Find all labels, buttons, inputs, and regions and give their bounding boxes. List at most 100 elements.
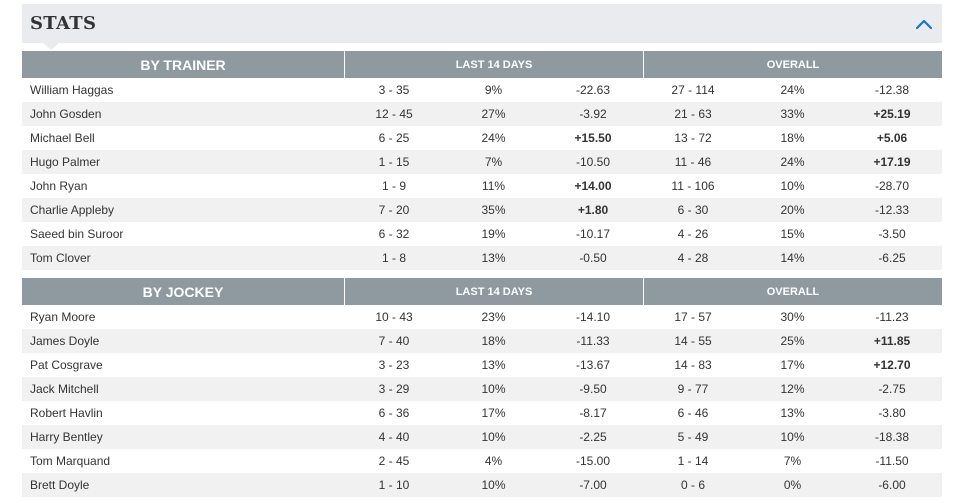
overall-profit-loss: -12.33 — [874, 203, 910, 217]
table-row: Tom Marquand 2 - 45 4% -15.00 1 - 14 7% -11.50 — [22, 449, 942, 473]
trainer-group-header: BY TRAINER LAST 14 DAYS OVERALL — [22, 51, 942, 78]
last14-profit-loss: +15.50 — [574, 131, 612, 145]
table-row: Robert Havlin 6 - 36 17% -8.17 6 - 46 13% -3.8… — [22, 401, 942, 425]
table-row: Charlie Appleby 7 - 20 35% +1.80 6 - 30 20% -1… — [22, 198, 942, 222]
overall-wins-runs: 6 - 46 — [677, 406, 709, 420]
last14-profit-loss: -11.33 — [576, 334, 610, 348]
table-row: William Haggas 3 - 35 9% -22.63 27 - 114 24% -… — [22, 78, 942, 102]
last14-wins-runs: 7 - 40 — [378, 334, 410, 348]
last14-wins-runs: 1 - 15 — [378, 155, 410, 169]
trainer-name[interactable]: Charlie Appleby — [30, 203, 115, 217]
overall-profit-loss: +5.06 — [876, 131, 908, 145]
trainer-rows: William Haggas 3 - 35 9% -22.63 27 - 114 24% -… — [22, 78, 942, 270]
overall-wins-runs: 27 - 114 — [671, 83, 715, 97]
overall-wins-runs: 21 - 63 — [674, 107, 712, 121]
last14-strike-rate: 11% — [481, 179, 506, 193]
last14-strike-rate: 19% — [481, 227, 506, 241]
last14-wins-runs: 3 - 35 — [378, 83, 410, 97]
table-row: Ryan Moore 10 - 43 23% -14.10 17 - 57 30% -11.… — [22, 305, 942, 329]
last14-profit-loss: -10.50 — [575, 155, 611, 169]
overall-wins-runs: 14 - 83 — [674, 358, 712, 372]
last14-strike-rate: 13% — [481, 358, 506, 372]
last14-wins-runs: 1 - 9 — [381, 179, 406, 193]
overall-wins-runs: 0 - 6 — [680, 478, 705, 492]
overall-strike-rate: 15% — [780, 227, 805, 241]
last14-strike-rate: 4% — [484, 454, 503, 468]
last14-profit-loss: -0.50 — [579, 251, 607, 265]
last14-strike-rate: 17% — [481, 406, 506, 420]
overall-profit-loss: +12.70 — [873, 358, 911, 372]
last14-profit-loss: -13.67 — [575, 358, 611, 372]
trainer-name[interactable]: Hugo Palmer — [30, 155, 101, 169]
jockey-name[interactable]: Harry Bentley — [30, 430, 103, 444]
last14-strike-rate: 10% — [481, 382, 506, 396]
jockey-last14-header: LAST 14 DAYS — [344, 278, 643, 305]
last14-strike-rate: 27% — [481, 107, 506, 121]
overall-profit-loss: -12.38 — [874, 83, 910, 97]
stats-header[interactable]: STATS — [22, 4, 942, 50]
jockey-name[interactable]: Robert Havlin — [30, 406, 103, 420]
overall-strike-rate: 10% — [780, 179, 805, 193]
overall-wins-runs: 11 - 106 — [671, 179, 715, 193]
trainer-name[interactable]: John Ryan — [30, 179, 88, 193]
trainer-name[interactable]: Saeed bin Suroor — [30, 227, 124, 241]
table-row: James Doyle 7 - 40 18% -11.33 14 - 55 25% +11.… — [22, 329, 942, 353]
table-row: Harry Bentley 4 - 40 10% -2.25 5 - 49 10% -18.… — [22, 425, 942, 449]
last14-profit-loss: -8.17 — [579, 406, 607, 420]
last14-profit-loss: -2.25 — [579, 430, 607, 444]
overall-wins-runs: 5 - 49 — [677, 430, 709, 444]
overall-profit-loss: -3.80 — [878, 406, 906, 420]
trainer-name[interactable]: John Gosden — [30, 107, 102, 121]
last14-profit-loss: -14.10 — [575, 310, 611, 324]
last14-strike-rate: 18% — [481, 334, 506, 348]
overall-profit-loss: -28.70 — [874, 179, 910, 193]
collapse-button[interactable] — [910, 10, 938, 38]
last14-wins-runs: 6 - 25 — [378, 131, 410, 145]
table-row: John Gosden 12 - 45 27% -3.92 21 - 63 33% +25.… — [22, 102, 942, 126]
table-row: Brett Doyle 1 - 10 10% -7.00 0 - 6 0% -6.00 — [22, 473, 942, 497]
last14-wins-runs: 1 - 10 — [378, 478, 410, 492]
jockey-name[interactable]: Jack Mitchell — [30, 382, 99, 396]
overall-wins-runs: 4 - 28 — [677, 251, 709, 265]
last14-profit-loss: -3.92 — [579, 107, 607, 121]
last14-profit-loss: -15.00 — [575, 454, 611, 468]
trainer-table: BY TRAINER LAST 14 DAYS OVERALL William … — [22, 51, 942, 270]
last14-strike-rate: 23% — [481, 310, 506, 324]
overall-strike-rate: 33% — [780, 107, 805, 121]
overall-profit-loss: -2.75 — [878, 382, 906, 396]
overall-strike-rate: 20% — [780, 203, 805, 217]
overall-strike-rate: 30% — [780, 310, 805, 324]
overall-strike-rate: 24% — [780, 83, 805, 97]
last14-profit-loss: -9.50 — [579, 382, 607, 396]
jockey-name[interactable]: James Doyle — [30, 334, 100, 348]
last14-wins-runs: 7 - 20 — [378, 203, 410, 217]
last14-profit-loss: +14.00 — [574, 179, 612, 193]
trainer-name[interactable]: William Haggas — [30, 83, 114, 97]
trainer-overall-header: OVERALL — [643, 51, 942, 78]
overall-profit-loss: -3.50 — [878, 227, 906, 241]
overall-profit-loss: +11.85 — [873, 334, 911, 348]
overall-wins-runs: 4 - 26 — [677, 227, 709, 241]
last14-strike-rate: 24% — [481, 131, 506, 145]
table-row: Pat Cosgrave 3 - 23 13% -13.67 14 - 83 17% +12… — [22, 353, 942, 377]
overall-profit-loss: +25.19 — [873, 107, 911, 121]
jockey-name[interactable]: Ryan Moore — [30, 310, 96, 324]
overall-strike-rate: 10% — [780, 430, 805, 444]
trainer-last14-header: LAST 14 DAYS — [344, 51, 643, 78]
jockey-name[interactable]: Brett Doyle — [30, 478, 90, 492]
overall-strike-rate: 0% — [783, 478, 802, 492]
jockey-name[interactable]: Tom Marquand — [30, 454, 111, 468]
last14-profit-loss: -7.00 — [579, 478, 607, 492]
overall-profit-loss: -6.25 — [878, 251, 906, 265]
chevron-up-icon — [915, 19, 933, 30]
jockey-overall-header: OVERALL — [643, 278, 942, 305]
jockey-name[interactable]: Pat Cosgrave — [30, 358, 103, 372]
overall-wins-runs: 17 - 57 — [674, 310, 712, 324]
last14-strike-rate: 10% — [481, 430, 506, 444]
last14-wins-runs: 1 - 8 — [381, 251, 406, 265]
trainer-name[interactable]: Tom Clover — [30, 251, 91, 265]
table-row: Saeed bin Suroor 6 - 32 19% -10.17 4 - 26 15%… — [22, 222, 942, 246]
last14-profit-loss: -10.17 — [575, 227, 611, 241]
trainer-name[interactable]: Michael Bell — [30, 131, 95, 145]
jockey-table: BY JOCKEY LAST 14 DAYS OVERALL Ryan Moor… — [22, 278, 942, 497]
